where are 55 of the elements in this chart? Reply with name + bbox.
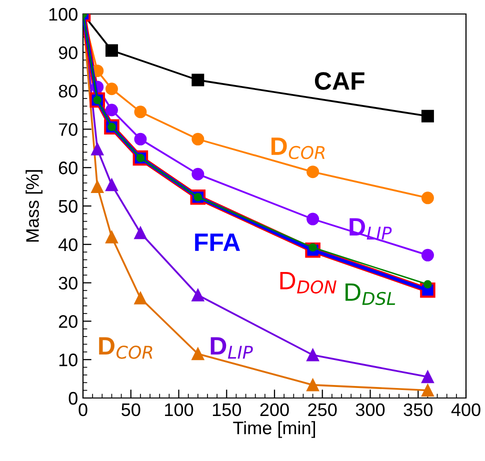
- series-label: D$_{COR}$: [99, 337, 152, 359]
- y-tick-label: 80: [58, 84, 78, 98]
- point: [105, 178, 118, 192]
- point: [91, 180, 104, 194]
- point: [421, 192, 434, 204]
- point: [421, 370, 434, 384]
- point: [105, 230, 118, 244]
- series-label: D$_{LIP}$: [210, 337, 253, 359]
- y-tick-label: 70: [58, 123, 78, 136]
- y-tick-label: 20: [58, 315, 78, 328]
- point: [192, 74, 204, 86]
- point: [134, 226, 147, 240]
- point: [424, 280, 432, 289]
- y-tick-label: 40: [58, 238, 78, 252]
- y-tick-label: 90: [58, 46, 78, 60]
- x-tick-label: 100: [165, 403, 194, 416]
- y-axis-title: Mass [%]: [26, 170, 42, 242]
- x-tick-label: 300: [356, 403, 385, 416]
- point: [192, 168, 204, 180]
- y-tick-label: 60: [58, 162, 78, 174]
- point: [306, 212, 320, 226]
- point: [421, 384, 434, 397]
- point: [421, 110, 434, 122]
- series-label: D$_{DON}$: [280, 272, 336, 294]
- x-tick-label: 350: [404, 403, 432, 416]
- series-label: CAF: [314, 72, 364, 90]
- x-tick-label: 250: [308, 403, 337, 416]
- point: [105, 44, 118, 57]
- x-tick-label: 150: [212, 403, 241, 416]
- y-tick-label: 30: [58, 276, 78, 290]
- point: [105, 104, 118, 116]
- series-label: FFA: [195, 234, 240, 251]
- point: [306, 378, 320, 392]
- y-tick-label: 100: [49, 8, 78, 21]
- series-label: D$_{DSL}$: [346, 284, 396, 306]
- x-tick-label: 400: [451, 403, 480, 416]
- series-label: D$_{COR}$: [271, 138, 325, 160]
- point: [192, 348, 204, 360]
- point: [192, 288, 204, 302]
- y-tick-label: 50: [58, 200, 78, 213]
- point: [306, 166, 320, 178]
- point: [91, 142, 104, 156]
- point: [192, 132, 204, 146]
- x-tick-label: 50: [122, 403, 140, 416]
- point: [306, 348, 320, 362]
- x-tick-label: 0: [78, 403, 88, 416]
- y-tick-label: 10: [59, 354, 78, 366]
- point: [421, 248, 434, 262]
- x-tick-label: 200: [260, 403, 289, 416]
- point: [134, 106, 147, 118]
- point: [134, 292, 147, 304]
- y-tick-label: 0: [68, 392, 78, 405]
- point: [105, 82, 118, 96]
- point: [134, 132, 147, 146]
- x-axis-title: Time [min]: [233, 421, 316, 438]
